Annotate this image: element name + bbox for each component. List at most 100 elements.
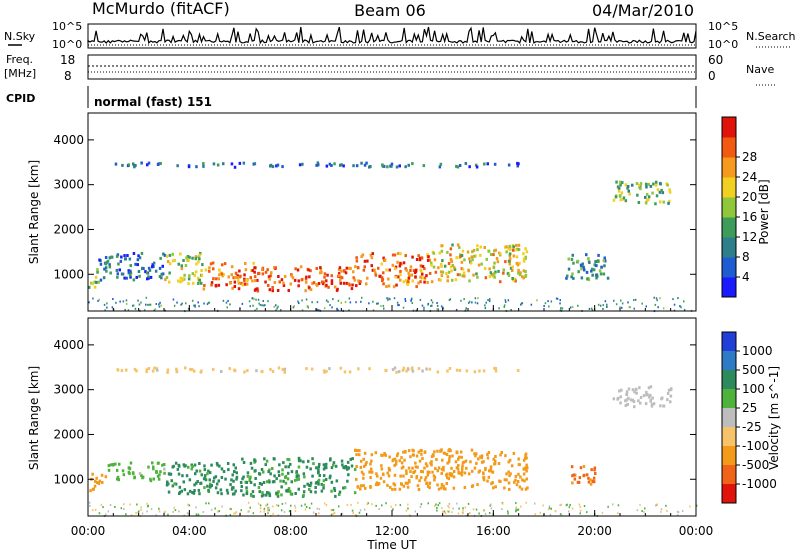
vel-cell	[624, 399, 627, 403]
power-cell	[257, 271, 261, 275]
power-cell	[337, 272, 341, 276]
power-cell	[194, 305, 196, 308]
vel-cell	[174, 461, 178, 465]
cpid-program: normal (fast) 151	[94, 95, 212, 109]
power-cell	[236, 274, 239, 278]
vel-cell	[464, 459, 468, 463]
vel-cell	[392, 508, 394, 511]
vel-cell	[568, 506, 571, 509]
vel-cell	[418, 459, 422, 463]
vel-cell	[507, 470, 510, 474]
power-cell	[395, 165, 399, 169]
power-cell	[344, 301, 347, 303]
power-cell	[242, 161, 246, 165]
power-cell	[661, 191, 665, 195]
vel-cell	[591, 480, 595, 484]
power-cell	[460, 260, 464, 264]
power-cell	[683, 308, 686, 311]
vel-cell	[647, 395, 651, 399]
vel-cell	[198, 462, 201, 465]
vel-cell	[193, 369, 196, 373]
vel-cell	[268, 492, 271, 496]
vel-cell	[156, 461, 160, 465]
power-cell	[257, 298, 260, 301]
power-region-7	[430, 243, 529, 284]
vel-cell	[412, 453, 415, 457]
vel-cell	[482, 478, 486, 482]
vel-cell	[681, 510, 684, 513]
power-cell	[194, 257, 197, 261]
vel-cell	[322, 486, 325, 490]
vel-cell	[193, 489, 196, 492]
power-cell	[509, 247, 512, 251]
power-cell	[319, 266, 322, 270]
power-cell	[493, 249, 496, 253]
power-cell	[134, 164, 137, 167]
power-cell	[275, 164, 278, 168]
power-cell	[132, 304, 135, 307]
vel-cell	[171, 484, 175, 488]
vel-cell	[242, 493, 245, 497]
vel-cell	[482, 509, 485, 511]
power-cell	[508, 262, 511, 266]
vel-cell	[181, 474, 184, 478]
vel-cell	[443, 510, 446, 513]
power-cell	[620, 191, 624, 195]
vel-cell	[205, 502, 207, 505]
vel-cell	[354, 449, 357, 452]
power-cell	[679, 305, 681, 308]
power-cell	[282, 281, 285, 285]
power-cell	[439, 270, 443, 274]
vel-cell	[342, 486, 345, 490]
vel-cell	[297, 477, 301, 481]
vel-cell	[590, 468, 593, 472]
power-cell	[419, 280, 422, 284]
vel-cell	[484, 468, 487, 472]
power-cell	[116, 253, 120, 257]
power-cell	[508, 254, 511, 258]
vel-cell	[207, 469, 210, 473]
power-cell	[98, 258, 101, 262]
vel-cell	[446, 369, 449, 373]
nave-tick-low: 0	[708, 69, 716, 83]
power-cell	[158, 305, 161, 308]
power-cell	[147, 303, 149, 306]
vel-cell	[649, 385, 653, 389]
vel-cell	[240, 509, 242, 512]
vel-cell	[455, 450, 458, 454]
vel-cell	[130, 514, 133, 517]
vel-cell	[407, 449, 411, 453]
vel-cell	[456, 502, 458, 505]
power-cell	[511, 248, 515, 252]
vel-cell	[332, 509, 335, 512]
vel-cell	[436, 469, 439, 473]
vel-cell	[644, 507, 646, 510]
power-cell	[495, 257, 499, 260]
power-cell	[249, 276, 252, 280]
power-cell	[649, 184, 653, 188]
vel-cell	[400, 456, 403, 460]
vel-cell	[666, 391, 670, 395]
vel-cell	[534, 502, 536, 505]
vel-cell	[465, 369, 469, 373]
power-cell	[200, 269, 203, 272]
power-cell	[145, 271, 149, 275]
vel-cell	[475, 452, 478, 456]
power-cell	[222, 273, 225, 277]
vel-cell	[284, 481, 288, 485]
power-cell	[355, 284, 358, 288]
vel-cell	[193, 483, 196, 487]
vel-cell	[214, 486, 218, 490]
vel-cell	[525, 469, 528, 473]
power-cell	[134, 307, 137, 310]
power-cell	[402, 261, 406, 265]
power-cell	[656, 299, 658, 302]
power-cell	[419, 298, 422, 301]
vel-cell	[487, 451, 491, 454]
vel-cell	[635, 391, 638, 395]
power-cell	[218, 273, 221, 277]
power-cell	[438, 251, 442, 255]
vel-cell	[515, 502, 517, 505]
vel-cell	[114, 506, 116, 508]
vel-cell	[288, 489, 292, 493]
